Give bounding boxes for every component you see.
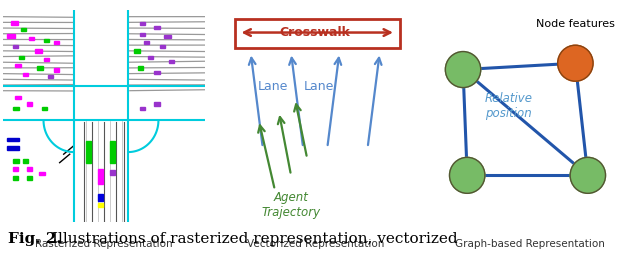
Bar <box>148 56 154 59</box>
Text: Fig. 2.: Fig. 2. <box>8 232 61 246</box>
Circle shape <box>570 157 605 193</box>
Text: Illustrations of rasterized representation, vectorized: Illustrations of rasterized representati… <box>52 232 458 246</box>
Bar <box>7 138 19 141</box>
Bar <box>35 50 42 53</box>
Bar <box>98 194 103 201</box>
Bar <box>7 146 19 150</box>
Bar <box>134 50 140 53</box>
Bar <box>154 26 161 29</box>
Bar <box>13 176 19 180</box>
Bar <box>145 41 149 44</box>
Bar <box>168 60 173 63</box>
Text: Crosswalk: Crosswalk <box>280 26 351 39</box>
Bar <box>24 73 28 76</box>
Text: Vectorized Representation: Vectorized Representation <box>246 239 384 249</box>
Bar <box>28 102 33 106</box>
Bar <box>15 64 21 67</box>
Bar <box>42 107 47 110</box>
Circle shape <box>449 157 485 193</box>
Text: Lane: Lane <box>258 80 288 93</box>
Text: Node features: Node features <box>536 19 615 29</box>
Bar <box>86 141 91 163</box>
Bar <box>24 159 28 163</box>
Bar <box>3 86 205 120</box>
Circle shape <box>557 45 593 81</box>
Bar <box>7 34 15 38</box>
Bar <box>140 33 145 36</box>
Text: Rasterized Representation: Rasterized Representation <box>35 239 173 249</box>
Text: Lane: Lane <box>304 80 335 93</box>
Text: Graph-based Representation: Graph-based Representation <box>454 239 605 249</box>
Bar <box>138 66 143 70</box>
Bar <box>98 169 103 184</box>
Bar <box>38 66 42 70</box>
Bar <box>110 170 115 175</box>
Text: Agent
Trajectory: Agent Trajectory <box>262 191 321 219</box>
Bar <box>28 176 33 180</box>
Bar <box>13 107 19 110</box>
Bar <box>74 86 128 120</box>
Bar <box>47 75 52 78</box>
Bar <box>44 58 49 61</box>
Bar <box>235 19 400 49</box>
Bar <box>44 39 49 42</box>
Bar <box>74 10 128 222</box>
Circle shape <box>445 52 481 87</box>
Bar <box>54 68 59 72</box>
Bar <box>28 167 33 171</box>
Text: Relative
position: Relative position <box>485 92 532 119</box>
Bar <box>40 172 45 175</box>
Bar <box>154 102 161 106</box>
Bar <box>29 37 35 40</box>
Bar <box>161 45 166 49</box>
Bar <box>13 167 19 171</box>
Bar <box>21 28 26 31</box>
Bar <box>154 71 161 74</box>
Bar <box>12 21 19 25</box>
Bar <box>140 107 145 110</box>
Bar <box>15 96 21 99</box>
Bar <box>13 159 19 163</box>
Bar <box>13 45 19 49</box>
Bar <box>110 141 115 163</box>
Bar <box>98 203 103 207</box>
Bar <box>19 56 24 59</box>
Bar <box>164 35 170 38</box>
Bar <box>54 41 59 44</box>
Bar <box>140 22 145 25</box>
